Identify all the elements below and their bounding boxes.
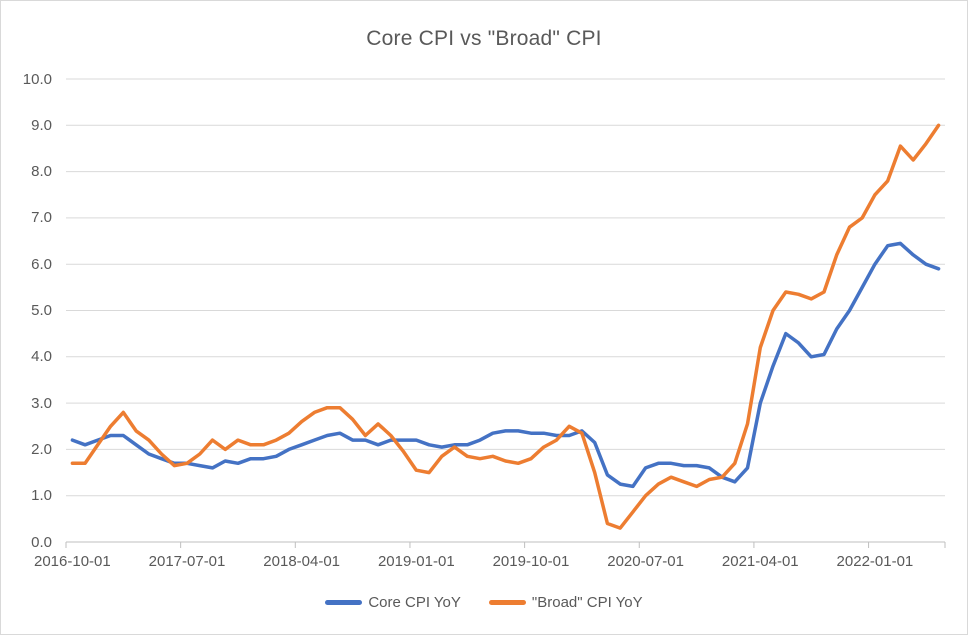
y-axis-tick-label: 9.0 [31,116,52,134]
y-axis-tick-label: 10.0 [22,70,52,88]
core-cpi-line [70,241,941,489]
legend-item-broad-cpi: "Broad" CPI YoY [488,594,643,611]
broad-cpi-line-swatch-icon [488,600,526,605]
legend-label-core-cpi: Core CPI YoY [368,594,461,611]
y-axis-tick-label: 0.0 [31,533,52,551]
y-axis-tick-label: 8.0 [31,163,52,181]
x-axis-tick-label: 2020-07-01 [607,553,684,570]
y-axis-tick-label: 3.0 [31,394,52,412]
x-axis-tick-label: 2019-10-01 [492,553,570,570]
core-cpi-line-swatch-icon [325,600,363,605]
x-axis-tick-label: 2019-01-01 [377,553,455,570]
x-axis-tick-label: 2017-07-01 [148,553,226,570]
y-axis-tick-label: 2.0 [31,440,52,458]
x-axis-tick-label: 2022-01-01 [836,553,914,570]
y-axis-tick-label: 7.0 [31,209,52,227]
y-axis-tick-label: 4.0 [31,348,52,366]
y-axis-tick-label: 6.0 [31,255,52,273]
legend-label-broad-cpi: "Broad" CPI YoY [531,594,643,611]
x-axis-tick-label: 2018-04-01 [263,553,341,570]
y-axis-tick-label: 1.0 [31,487,52,505]
x-axis-tick-label: 2016-10-01 [33,553,111,570]
x-axis-tick-label: 2021-04-01 [721,553,799,570]
legend-item-core-cpi: Core CPI YoY [325,594,461,611]
broad-cpi-line [70,123,941,530]
legend: Core CPI YoY "Broad" CPI YoY [1,594,967,611]
chart-title: Core CPI vs "Broad" CPI [366,27,602,50]
y-axis-tick-label: 5.0 [31,302,52,319]
